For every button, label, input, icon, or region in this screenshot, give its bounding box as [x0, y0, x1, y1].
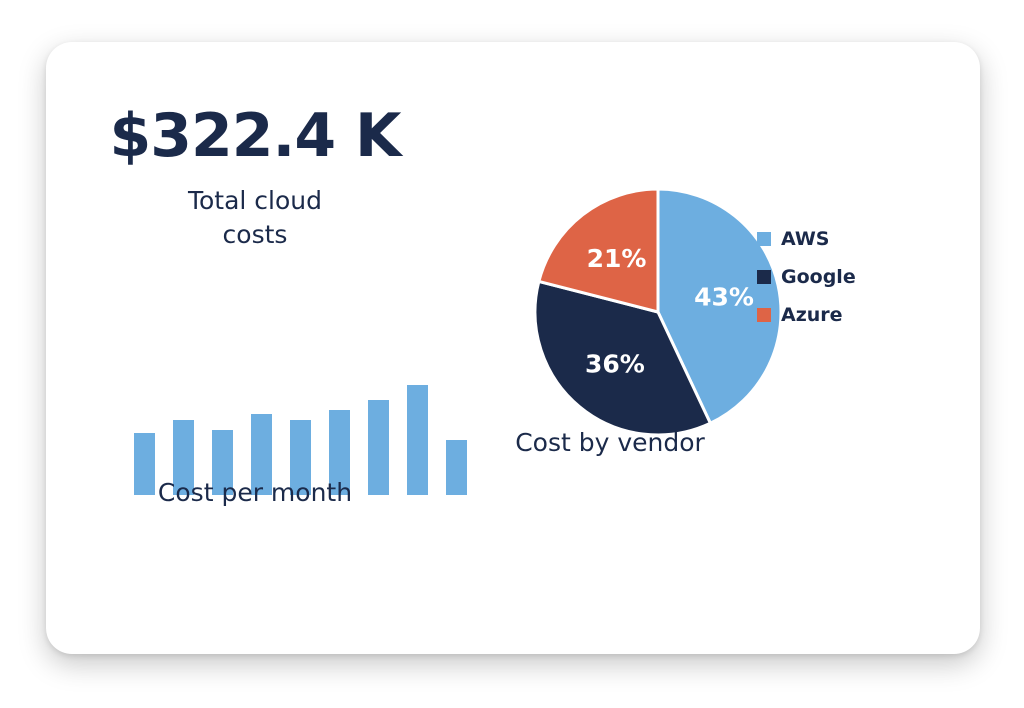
pie-slice-google	[533, 279, 712, 437]
total-cost-value: $322.4 K	[109, 101, 402, 171]
bar-month-2	[173, 420, 194, 495]
pie-slice-azure	[537, 187, 660, 314]
pie-label-google: 36%	[585, 350, 645, 379]
legend-item-aws: AWS	[757, 220, 907, 258]
legend-label-azure: Azure	[781, 304, 843, 326]
pie-slice-aws	[656, 187, 783, 425]
pie-label-aws: 43%	[694, 283, 754, 312]
cost-per-month-title: Cost per month	[157, 478, 353, 507]
legend-swatch-aws	[757, 232, 771, 246]
total-cost-label: Total cloud costs	[187, 186, 323, 249]
legend-swatch-azure	[757, 308, 771, 322]
pie-label-azure: 21%	[587, 244, 647, 273]
legend-item-azure: Azure	[757, 296, 907, 334]
legend-label-aws: AWS	[781, 228, 830, 250]
bar-month-9	[446, 440, 467, 495]
cost-by-vendor-chart: 43% 36% 21%	[533, 187, 783, 437]
bar-month-3	[212, 430, 233, 495]
bar-month-1	[134, 433, 155, 495]
cost-by-vendor-title: Cost by vendor	[515, 428, 705, 457]
vendor-legend: AWS Google Azure	[757, 220, 907, 334]
bar-month-7	[368, 400, 389, 495]
legend-swatch-google	[757, 270, 771, 284]
legend-item-google: Google	[757, 258, 907, 296]
cost-per-month-chart	[134, 385, 467, 495]
bar-month-8	[407, 385, 428, 495]
bar-month-4	[251, 414, 272, 495]
dashboard-card	[46, 42, 980, 654]
legend-label-google: Google	[781, 266, 856, 288]
bar-month-5	[290, 420, 311, 495]
bar-month-6	[329, 410, 350, 495]
